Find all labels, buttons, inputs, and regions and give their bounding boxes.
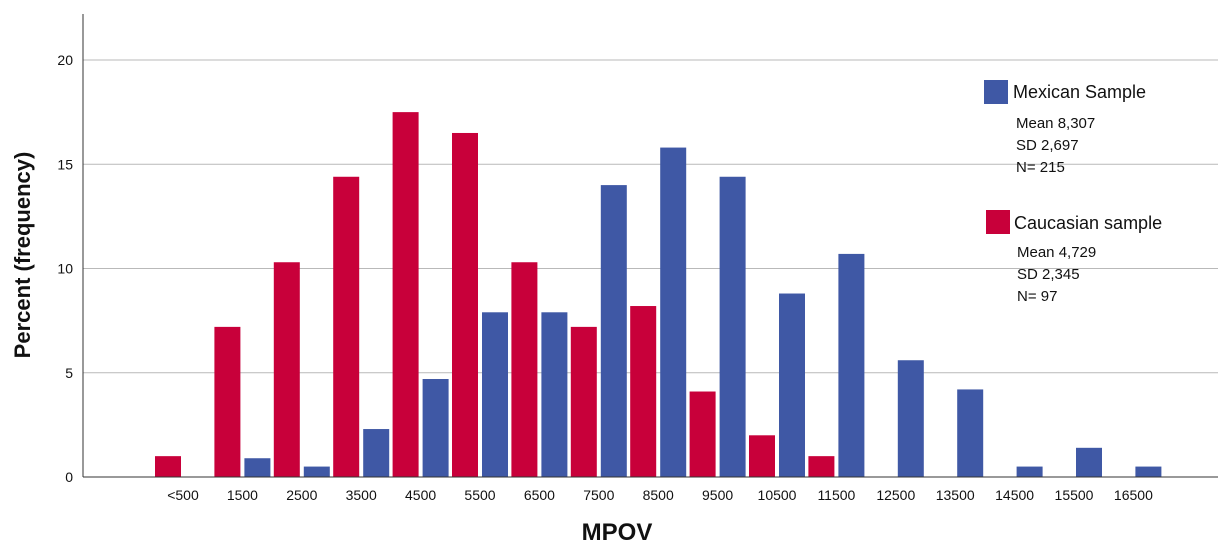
bar-mexican-14500 — [1016, 466, 1043, 477]
bar-mexican-9500 — [719, 176, 746, 477]
bar-caucasian-8500 — [630, 306, 657, 477]
x-tick-label: 8500 — [643, 487, 674, 503]
legend-caucasian-mean: Mean 4,729 — [1017, 244, 1096, 261]
bar-caucasian-10500 — [749, 435, 775, 477]
bar-caucasian-lt500 — [155, 456, 181, 477]
bar-mexican-5500 — [482, 312, 508, 477]
legend-swatch-caucasian — [986, 210, 1010, 234]
y-tick-label: 10 — [57, 261, 73, 277]
x-tick-label: 12500 — [876, 487, 915, 503]
legend-mexican-n: N= 215 — [1016, 159, 1065, 176]
y-tick-label: 5 — [65, 365, 73, 381]
x-tick-label: 1500 — [227, 487, 258, 503]
y-tick-label: 15 — [57, 156, 73, 172]
x-tick-label: 15500 — [1055, 487, 1094, 503]
legend-mexican-mean: Mean 8,307 — [1016, 115, 1095, 132]
legend-label-caucasian: Caucasian sample — [1014, 213, 1162, 233]
bar-caucasian-6500 — [511, 262, 538, 477]
x-axis-title: MPOV — [582, 519, 653, 545]
bar-caucasian-4500 — [392, 112, 419, 477]
bar-caucasian-1500 — [214, 326, 241, 477]
bar-caucasian-5500 — [452, 132, 478, 477]
bar-caucasian-3500 — [333, 176, 360, 477]
x-tick-label: 7500 — [583, 487, 614, 503]
x-tick-label: 6500 — [524, 487, 555, 503]
bars — [155, 112, 1162, 477]
x-tick-label: 10500 — [758, 487, 797, 503]
bar-mexican-8500 — [660, 147, 687, 477]
x-tick-label: 13500 — [936, 487, 975, 503]
bar-mexican-15500 — [1076, 447, 1102, 477]
x-tick-label: 14500 — [995, 487, 1034, 503]
bar-mexican-7500 — [600, 185, 627, 477]
x-tick-label: 2500 — [286, 487, 317, 503]
bar-mexican-13500 — [957, 389, 984, 477]
y-tick-label: 0 — [65, 469, 73, 485]
y-axis-title: Percent (frequency) — [10, 152, 35, 359]
bar-mexican-12500 — [897, 360, 924, 477]
x-tick-label: <500 — [167, 487, 199, 503]
bar-mexican-4500 — [422, 379, 449, 477]
bar-mexican-10500 — [779, 293, 805, 477]
legend-label-mexican: Mexican Sample — [1013, 82, 1146, 102]
legend: Mexican Sample Mean 8,307 SD 2,697 N= 21… — [984, 80, 1162, 305]
bar-mexican-6500 — [541, 312, 568, 477]
bar-mexican-11500 — [838, 253, 865, 477]
legend-mexican-sd: SD 2,697 — [1016, 137, 1079, 154]
y-tick-label: 20 — [57, 52, 73, 68]
bar-mexican-16500 — [1135, 466, 1162, 477]
legend-caucasian-sd: SD 2,345 — [1017, 266, 1080, 283]
x-tick-label: 9500 — [702, 487, 733, 503]
bar-mexican-3500 — [363, 429, 390, 477]
x-tick-label: 11500 — [817, 487, 855, 503]
bar-caucasian-2500 — [273, 262, 300, 477]
y-tick-labels: 0 5 10 15 20 — [57, 52, 73, 485]
bar-caucasian-11500 — [808, 456, 835, 477]
x-tick-label: 4500 — [405, 487, 436, 503]
bar-caucasian-7500 — [570, 326, 597, 477]
bar-caucasian-9500 — [689, 391, 716, 477]
x-tick-label: 16500 — [1114, 487, 1153, 503]
legend-caucasian-n: N= 97 — [1017, 288, 1057, 305]
x-tick-labels: <500 1500 2500 3500 4500 5500 6500 7500 8500 9500… — [167, 487, 1153, 503]
x-tick-label: 5500 — [464, 487, 495, 503]
x-tick-label: 3500 — [346, 487, 377, 503]
bar-mexican-2500 — [303, 466, 330, 477]
legend-swatch-mexican — [984, 80, 1008, 104]
bar-mexican-1500 — [244, 458, 271, 477]
